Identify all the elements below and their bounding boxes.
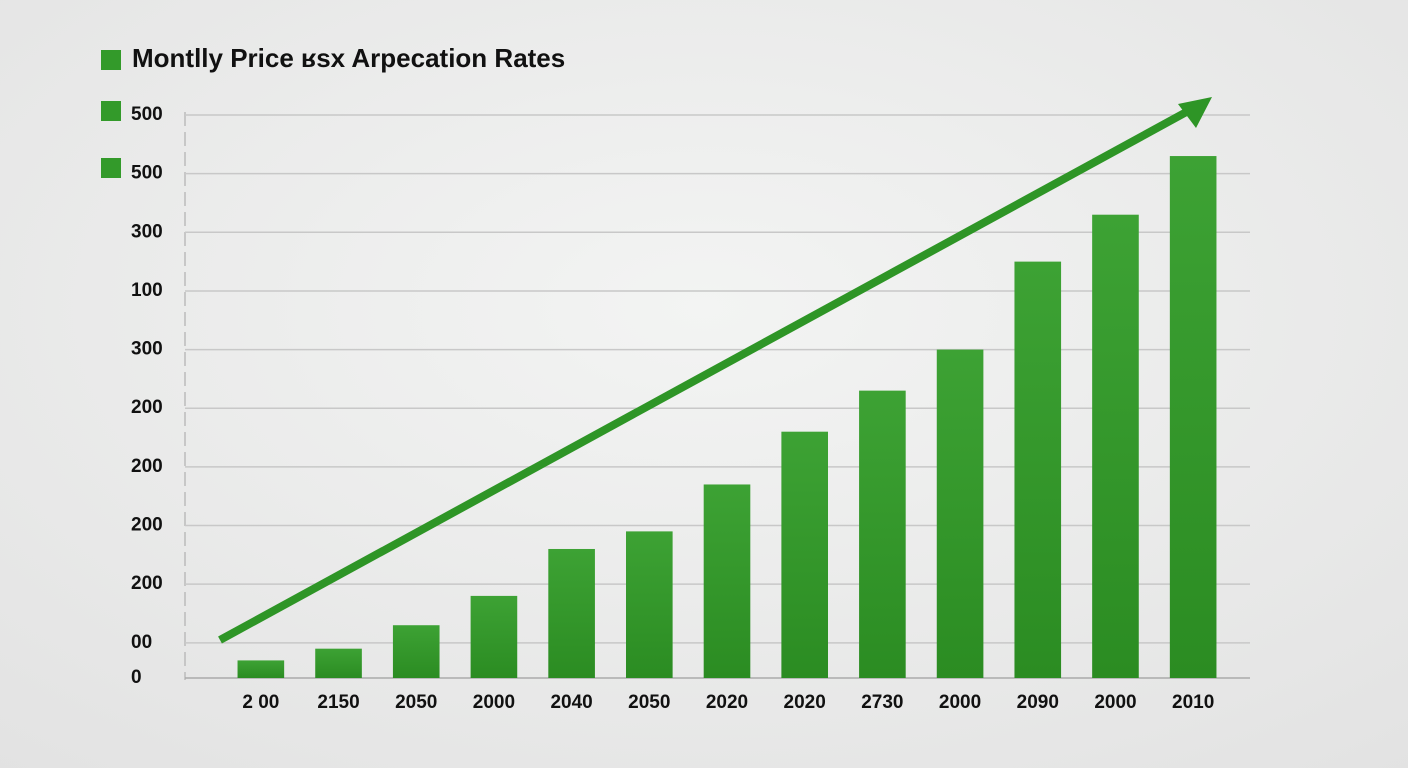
bar [315,648,362,678]
y-tick-label: 200 [131,573,163,594]
bar [548,548,595,678]
bar [1169,156,1217,679]
y-tick-label: 100 [131,280,163,301]
x-tick-label: 2040 [550,692,592,713]
y-tick-label: 200 [131,515,163,536]
x-tick-label: 2730 [861,692,903,713]
y-tick-label: 300 [131,339,163,360]
x-tick-label: 2000 [939,692,981,713]
y-tick-label: 500 [131,104,163,125]
y-tick-label: 00 [131,632,152,653]
x-tick-label: 2150 [317,692,359,713]
y-tick-label: 0 [131,667,142,688]
x-tick-label: 2010 [1172,692,1214,713]
y-tick-label: 500 [131,163,163,184]
chart-title: Montlly Price ʁsx Arpecation Rates [132,43,565,73]
x-tick-label: 2050 [395,692,437,713]
x-tick-label: 2020 [706,692,748,713]
trend-arrow [218,106,1192,644]
bar [626,531,673,678]
x-tick-label: 2000 [1094,692,1136,713]
legend-swatch [101,50,121,70]
y-tick-label: 300 [131,221,163,242]
trend-arrow-head [1178,97,1212,128]
legend-swatch [101,101,121,121]
bar [703,484,751,678]
bar [470,595,518,678]
bar [237,660,285,678]
x-tick-label: 2090 [1017,692,1059,713]
x-tick-label: 2 00 [242,692,279,713]
x-tick-label: 2000 [473,692,515,713]
y-tick-label: 200 [131,456,163,477]
bar [859,390,906,678]
bar [781,431,828,678]
bar [392,625,440,678]
bar [936,349,984,678]
x-tick-label: 2020 [784,692,826,713]
bar [1014,261,1062,678]
x-tick-label: 2050 [628,692,670,713]
bars: 2 00 2150 2050 2000 2040 2050 2020 2020 2730 2000… [237,156,1217,713]
bar [1092,214,1139,678]
y-tick-label: 200 [131,397,163,418]
legend-swatch [101,158,121,178]
